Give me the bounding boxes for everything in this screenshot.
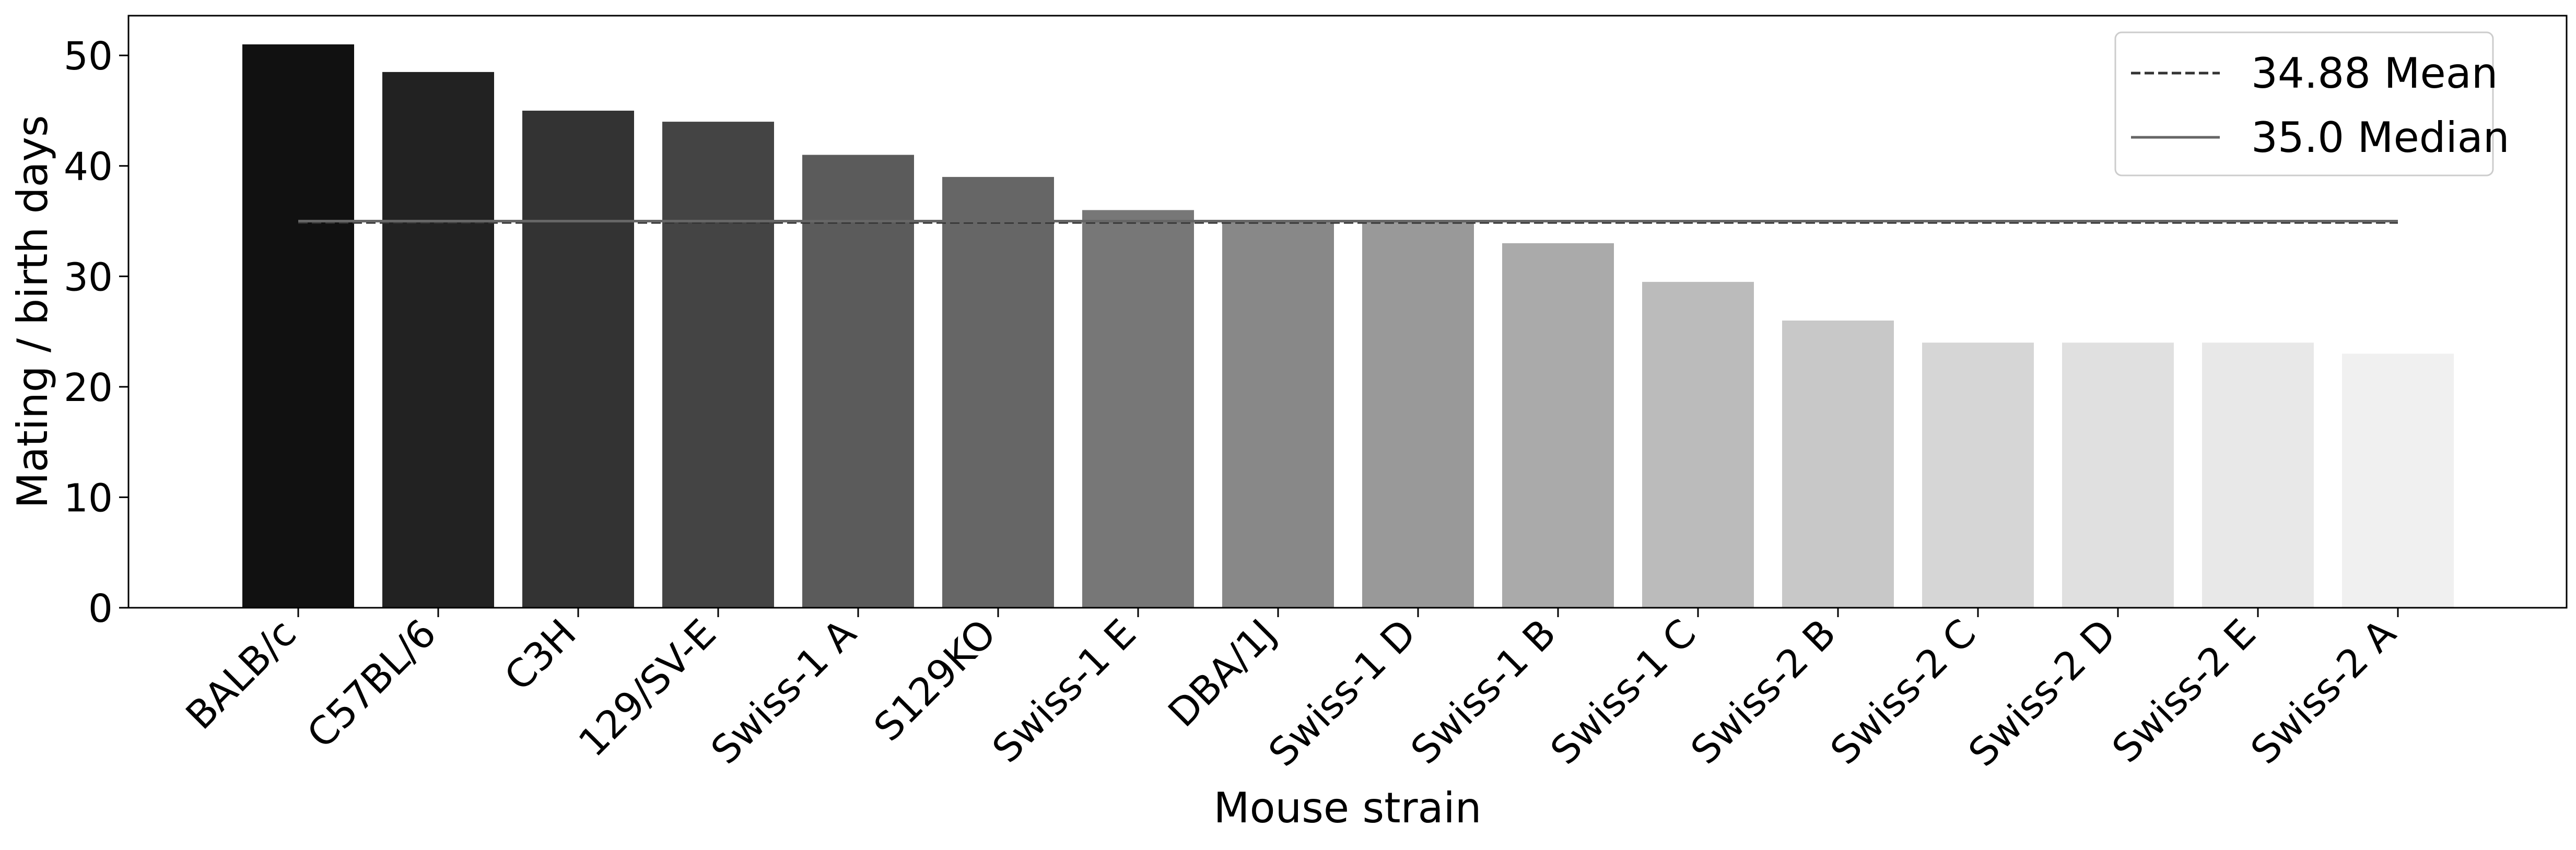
x-tick-label: Swiss-1 C — [1542, 611, 1705, 773]
x-tick-label: Swiss-1 E — [984, 611, 1145, 772]
x-tick-label: Swiss-2 A — [2242, 611, 2405, 773]
bar — [1222, 221, 1334, 608]
bar — [1082, 210, 1194, 608]
bar — [1362, 221, 1474, 608]
legend: 34.88 Mean 35.0 Median — [2114, 31, 2510, 176]
bars-group — [242, 44, 2454, 608]
y-tick-label: 30 — [64, 255, 113, 300]
bar — [2202, 343, 2314, 608]
plot-area-frame — [127, 15, 2568, 609]
x-tick-label: Swiss-2 B — [1682, 611, 1845, 773]
legend-median-label: 35.0 Median — [2251, 113, 2510, 162]
y-tick-label: 10 — [64, 476, 113, 521]
bar — [1502, 243, 1614, 608]
bar — [662, 122, 774, 608]
x-tick-label: S129KO — [865, 611, 1005, 750]
bar — [2062, 343, 2174, 608]
x-tick-label: DBA/1J — [1160, 611, 1285, 736]
x-tick-label: Swiss-1 B — [1402, 611, 1565, 773]
legend-mean-label: 34.88 Mean — [2251, 49, 2498, 98]
x-tick-label: Swiss-1 A — [702, 611, 865, 773]
x-tick-label: 129/SV-E — [570, 611, 725, 765]
bar — [382, 72, 494, 608]
bar — [1922, 343, 2034, 608]
x-axis-label: Mouse strain — [1214, 784, 1482, 832]
x-tick-label: C3H — [496, 611, 585, 700]
bar — [802, 155, 914, 608]
x-tick-label: Swiss-1 D — [1260, 611, 1425, 775]
bar — [1642, 281, 1754, 608]
bar — [942, 176, 1054, 608]
y-tick-label: 50 — [64, 34, 113, 79]
bar — [242, 44, 354, 608]
y-axis-label: Mating / birth days — [8, 115, 57, 508]
x-tick-label: Swiss-2 C — [1822, 611, 1985, 773]
y-tick-label: 20 — [64, 365, 113, 410]
y-axis: 0 10 20 30 40 50 — [64, 34, 128, 631]
bar — [522, 110, 634, 608]
reference-lines — [298, 220, 2398, 224]
y-tick-label: 0 — [88, 586, 113, 631]
x-tick-label: BALB/c — [178, 611, 305, 738]
x-tick-label: Swiss-2 D — [1960, 611, 2125, 775]
bar — [1782, 320, 1894, 608]
legend-box — [2114, 31, 2494, 176]
x-tick-label: C57BL/6 — [299, 611, 445, 757]
y-tick-label: 40 — [64, 145, 113, 190]
x-tick-label: Swiss-2 E — [2104, 611, 2265, 772]
bar — [2342, 353, 2454, 608]
